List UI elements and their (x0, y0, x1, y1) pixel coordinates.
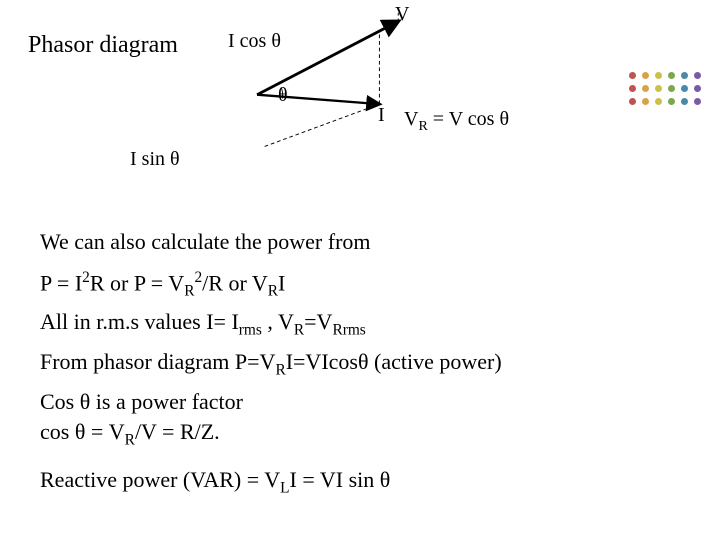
dot (668, 85, 675, 92)
line-7: Reactive power (VAR) = VLI = VI sin θ (40, 466, 390, 498)
l7-a: Reactive power (VAR) = V (40, 467, 280, 492)
dot (629, 85, 636, 92)
dot (642, 72, 649, 79)
line-1: We can also calculate the power from (40, 228, 371, 257)
dot (642, 85, 649, 92)
l3-a: All in r.m.s values I= I (40, 309, 239, 334)
dot (655, 85, 662, 92)
line-4: From phasor diagram P=VRI=VIcosθ (active… (40, 348, 502, 380)
l3-f: Rrms (332, 321, 365, 338)
l3-c: , V (262, 309, 294, 334)
label-i: I (378, 104, 385, 127)
l2-sub1: R (184, 283, 194, 300)
l4-c: I=VIcosθ (active power) (286, 349, 502, 374)
dot (629, 98, 636, 105)
l2-g: I (278, 270, 285, 295)
dot (642, 98, 649, 105)
page-title: Phasor diagram (28, 32, 178, 59)
l2-sup1: 2 (82, 269, 90, 286)
dot (681, 85, 688, 92)
dot (629, 72, 636, 79)
dot (655, 72, 662, 79)
l2-sup2: 2 (194, 269, 202, 286)
label-isin: I sin θ (130, 148, 180, 171)
vr-v: V (404, 108, 418, 130)
dot (668, 98, 675, 105)
l4-a: From phasor diagram P=V (40, 349, 275, 374)
l2-sub2: R (268, 283, 278, 300)
dot (655, 98, 662, 105)
vr-sub: R (418, 119, 427, 134)
vector-i (257, 95, 379, 104)
label-icos: I cos θ (228, 30, 281, 53)
dot (694, 98, 701, 105)
l2-a: P = I (40, 270, 82, 295)
projection-isin (265, 104, 380, 146)
l2-b: R or P = V (90, 270, 184, 295)
dot (681, 98, 688, 105)
l6-a: cos θ = V (40, 419, 125, 444)
line-2: P = I2R or P = VR2/R or VRI (40, 268, 285, 302)
dot (694, 72, 701, 79)
l3-b: rms (239, 321, 262, 338)
l4-b: R (275, 361, 285, 378)
l3-e: =V (304, 309, 332, 334)
label-v: V (395, 3, 409, 26)
vr-rest: = V cos θ (428, 108, 509, 130)
l3-d: R (294, 321, 304, 338)
line-3: All in r.m.s values I= Irms , VR=VRrms (40, 308, 366, 340)
dot (668, 72, 675, 79)
dot (694, 85, 701, 92)
l6-c: /V = R/Z. (135, 419, 220, 444)
l7-b: L (280, 479, 289, 496)
decoration-dots (629, 72, 704, 108)
line-5-real: Cos θ is a power factor (40, 388, 243, 417)
l6-b: R (125, 431, 135, 448)
l2-e: /R or V (202, 270, 268, 295)
label-theta: θ (278, 84, 288, 107)
line-6: cos θ = VR/V = R/Z. (40, 418, 220, 450)
dot (681, 72, 688, 79)
l7-c: I = VI sin θ (290, 467, 391, 492)
label-vr-eq: VR = V cos θ (404, 108, 509, 135)
